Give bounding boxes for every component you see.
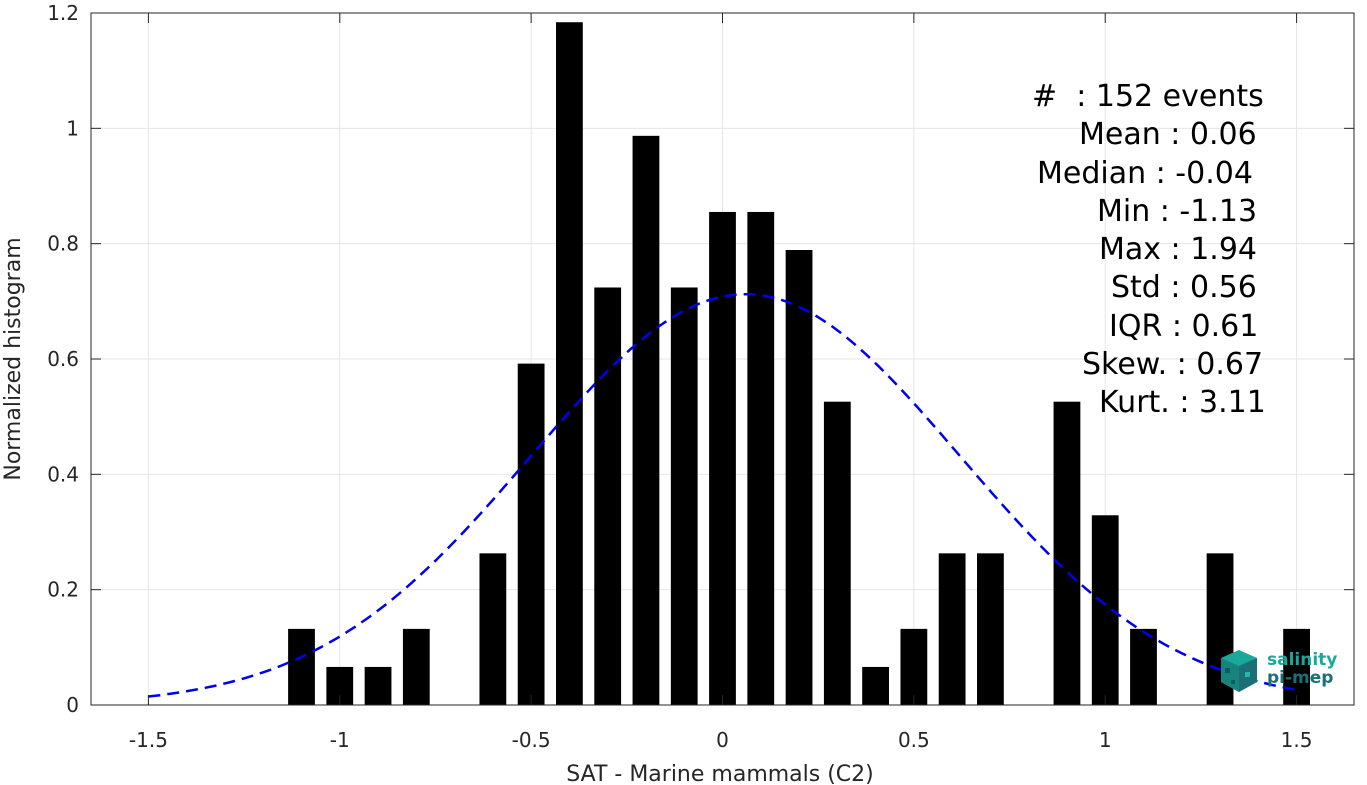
stat-max: Max : 1.94: [1099, 232, 1257, 268]
normal-fit-line: [148, 292, 1297, 698]
histogram-bar: [517, 363, 545, 705]
histogram-bar: [1053, 401, 1081, 705]
logo-text-salinity: salinity: [1267, 650, 1338, 670]
normal-fit-curve: [148, 292, 1297, 698]
x-tick-label: 0.5: [898, 728, 930, 752]
x-tick-label: -1: [330, 728, 350, 752]
histogram-bar: [938, 553, 966, 705]
x-tick-label: 1.5: [1281, 728, 1313, 752]
histogram-bar: [747, 211, 775, 705]
y-tick-label: 0.2: [47, 578, 79, 602]
y-axis-label: Normalized histogram: [1, 237, 26, 480]
histogram-bar: [977, 553, 1004, 705]
axes-frame: [90, 12, 1355, 706]
histogram-bar: [900, 628, 928, 705]
statistics-box: # : 152 events Mean : 0.06 Median : -0.0…: [980, 78, 1280, 423]
salinity-pimep-logo: salinity pi-mep: [1217, 648, 1347, 694]
stat-min: Min : -1.13: [1097, 193, 1258, 229]
x-tick-label: -1.5: [129, 728, 168, 752]
stat-kurt: Kurt. : 3.11: [1099, 385, 1266, 421]
stat-mean: Mean : 0.06: [1079, 117, 1257, 153]
histogram-bar: [556, 22, 583, 705]
x-tick-label: 1: [1099, 728, 1112, 752]
histogram-bar: [670, 287, 698, 705]
y-tick-label: 0.6: [47, 347, 79, 371]
histogram-bar: [862, 666, 889, 705]
histogram-bar: [1283, 628, 1310, 705]
histogram-bar: [288, 628, 315, 705]
histogram-bar: [479, 553, 507, 705]
histogram-bar: [709, 211, 736, 705]
y-tick-label: 0.4: [47, 462, 79, 486]
y-tick-label: 1: [66, 116, 79, 140]
stat-events: # : 152 events: [1032, 79, 1264, 114]
stat-median: Median : -0.04: [1037, 155, 1253, 191]
cube-logo-icon: [1221, 650, 1257, 692]
histogram-bar: [785, 250, 813, 705]
x-tick-label: 0: [716, 728, 729, 752]
y-tick-label: 0.8: [47, 232, 79, 256]
histogram-bar: [364, 666, 392, 705]
histogram-bar: [594, 287, 622, 705]
y-tick-label: 0: [66, 693, 79, 717]
histogram-bar: [1091, 515, 1119, 705]
histogram-bar: [823, 401, 851, 705]
logo-text-pimep: pi-mep: [1267, 668, 1334, 688]
stat-skew: Skew. : 0.67: [1082, 347, 1264, 383]
tick-labels: -1.5 -1 -0.5 0 0.5 1 1.5 0 0.2 0.4 0.6 0.8 1 1.2: [47, 1, 1312, 752]
histogram-bar: [632, 135, 660, 705]
y-tick-label: 1.2: [47, 1, 79, 25]
x-axis-label: SAT - Marine mammals (C2): [566, 762, 874, 785]
histogram-bar: [1130, 628, 1157, 705]
stat-std: Std : 0.56: [1111, 270, 1257, 306]
stat-iqr: IQR : 0.61: [1109, 308, 1259, 344]
x-tick-label: -0.5: [512, 728, 551, 752]
histogram-bar: [402, 628, 430, 705]
histogram-bars: [288, 22, 1310, 705]
